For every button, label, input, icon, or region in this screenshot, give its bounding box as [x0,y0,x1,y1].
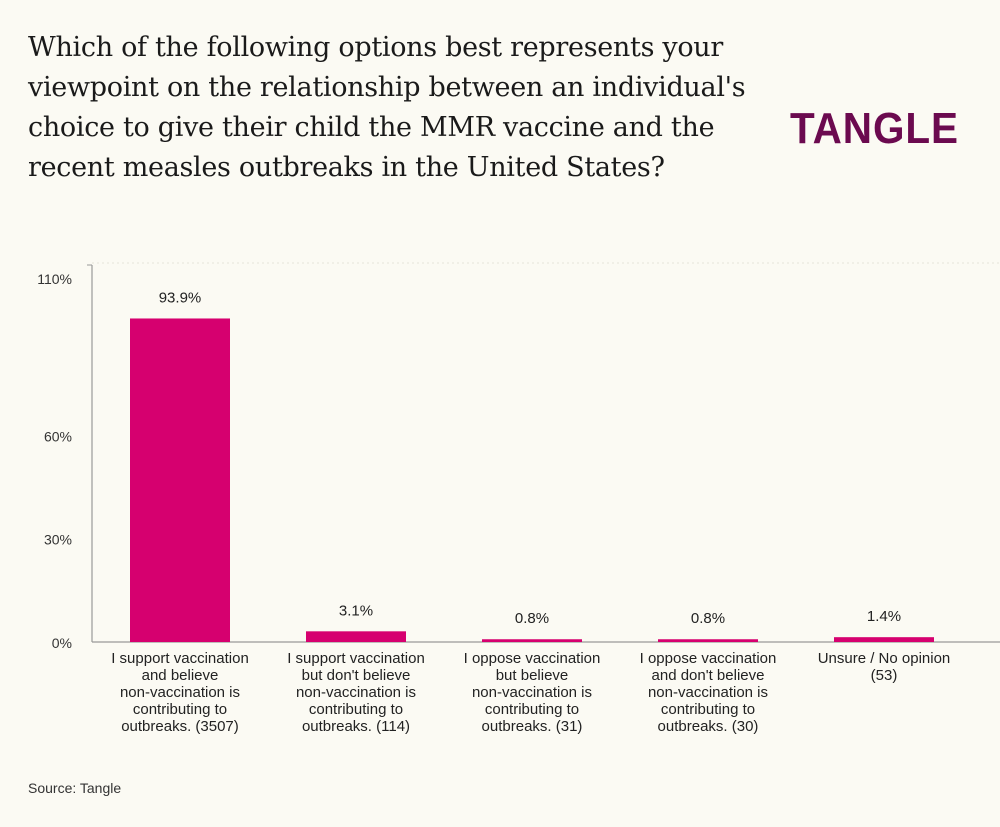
y-tick-label: 30% [44,532,72,548]
data-label: 0.8% [515,610,549,627]
data-label: 93.9% [159,289,202,306]
x-tick-label: but believe [496,667,569,684]
data-label: 1.4% [867,608,901,625]
x-tick-label: outbreaks. (30) [658,718,759,735]
y-tick-label: 60% [44,428,72,444]
source-note: Source: Tangle [28,780,122,796]
x-tick-label: non-vaccination is [296,684,416,701]
x-tick-label: (53) [871,667,898,684]
x-tick-label: and believe [142,667,219,684]
x-tick-label: contributing to [309,701,403,718]
bar [130,318,230,642]
x-tick-label: outbreaks. (31) [482,718,583,735]
x-tick-label: I support vaccination [287,650,425,667]
chart-title: Which of the following options best repr… [28,32,746,183]
x-tick-label: non-vaccination is [472,684,592,701]
bar [482,639,582,642]
x-tick-label: contributing to [661,701,755,718]
tangle-logo: TANGLE [790,104,959,153]
y-tick-label: 110% [37,271,72,287]
y-tick-label: 0% [52,635,72,651]
bar [658,639,758,642]
data-label: 0.8% [691,610,725,627]
data-label: 3.1% [339,602,373,619]
x-tick-label: non-vaccination is [648,684,768,701]
x-tick-label: I support vaccination [111,650,249,667]
x-tick-label: outbreaks. (3507) [121,718,239,735]
x-tick-label: but don't believe [302,667,411,684]
bar [306,631,406,642]
bar [834,637,934,642]
x-tick-label: I oppose vaccination [640,650,777,667]
x-tick-label: outbreaks. (114) [302,718,410,735]
x-tick-label: I oppose vaccination [464,650,601,667]
x-tick-label: contributing to [485,701,579,718]
bar-chart: 0%30%60%110%93.9%I support vaccinationan… [37,262,1000,735]
x-tick-label: contributing to [133,701,227,718]
x-tick-label: and don't believe [652,667,765,684]
x-tick-label: Unsure / No opinion [818,650,951,667]
x-tick-label: non-vaccination is [120,684,240,701]
